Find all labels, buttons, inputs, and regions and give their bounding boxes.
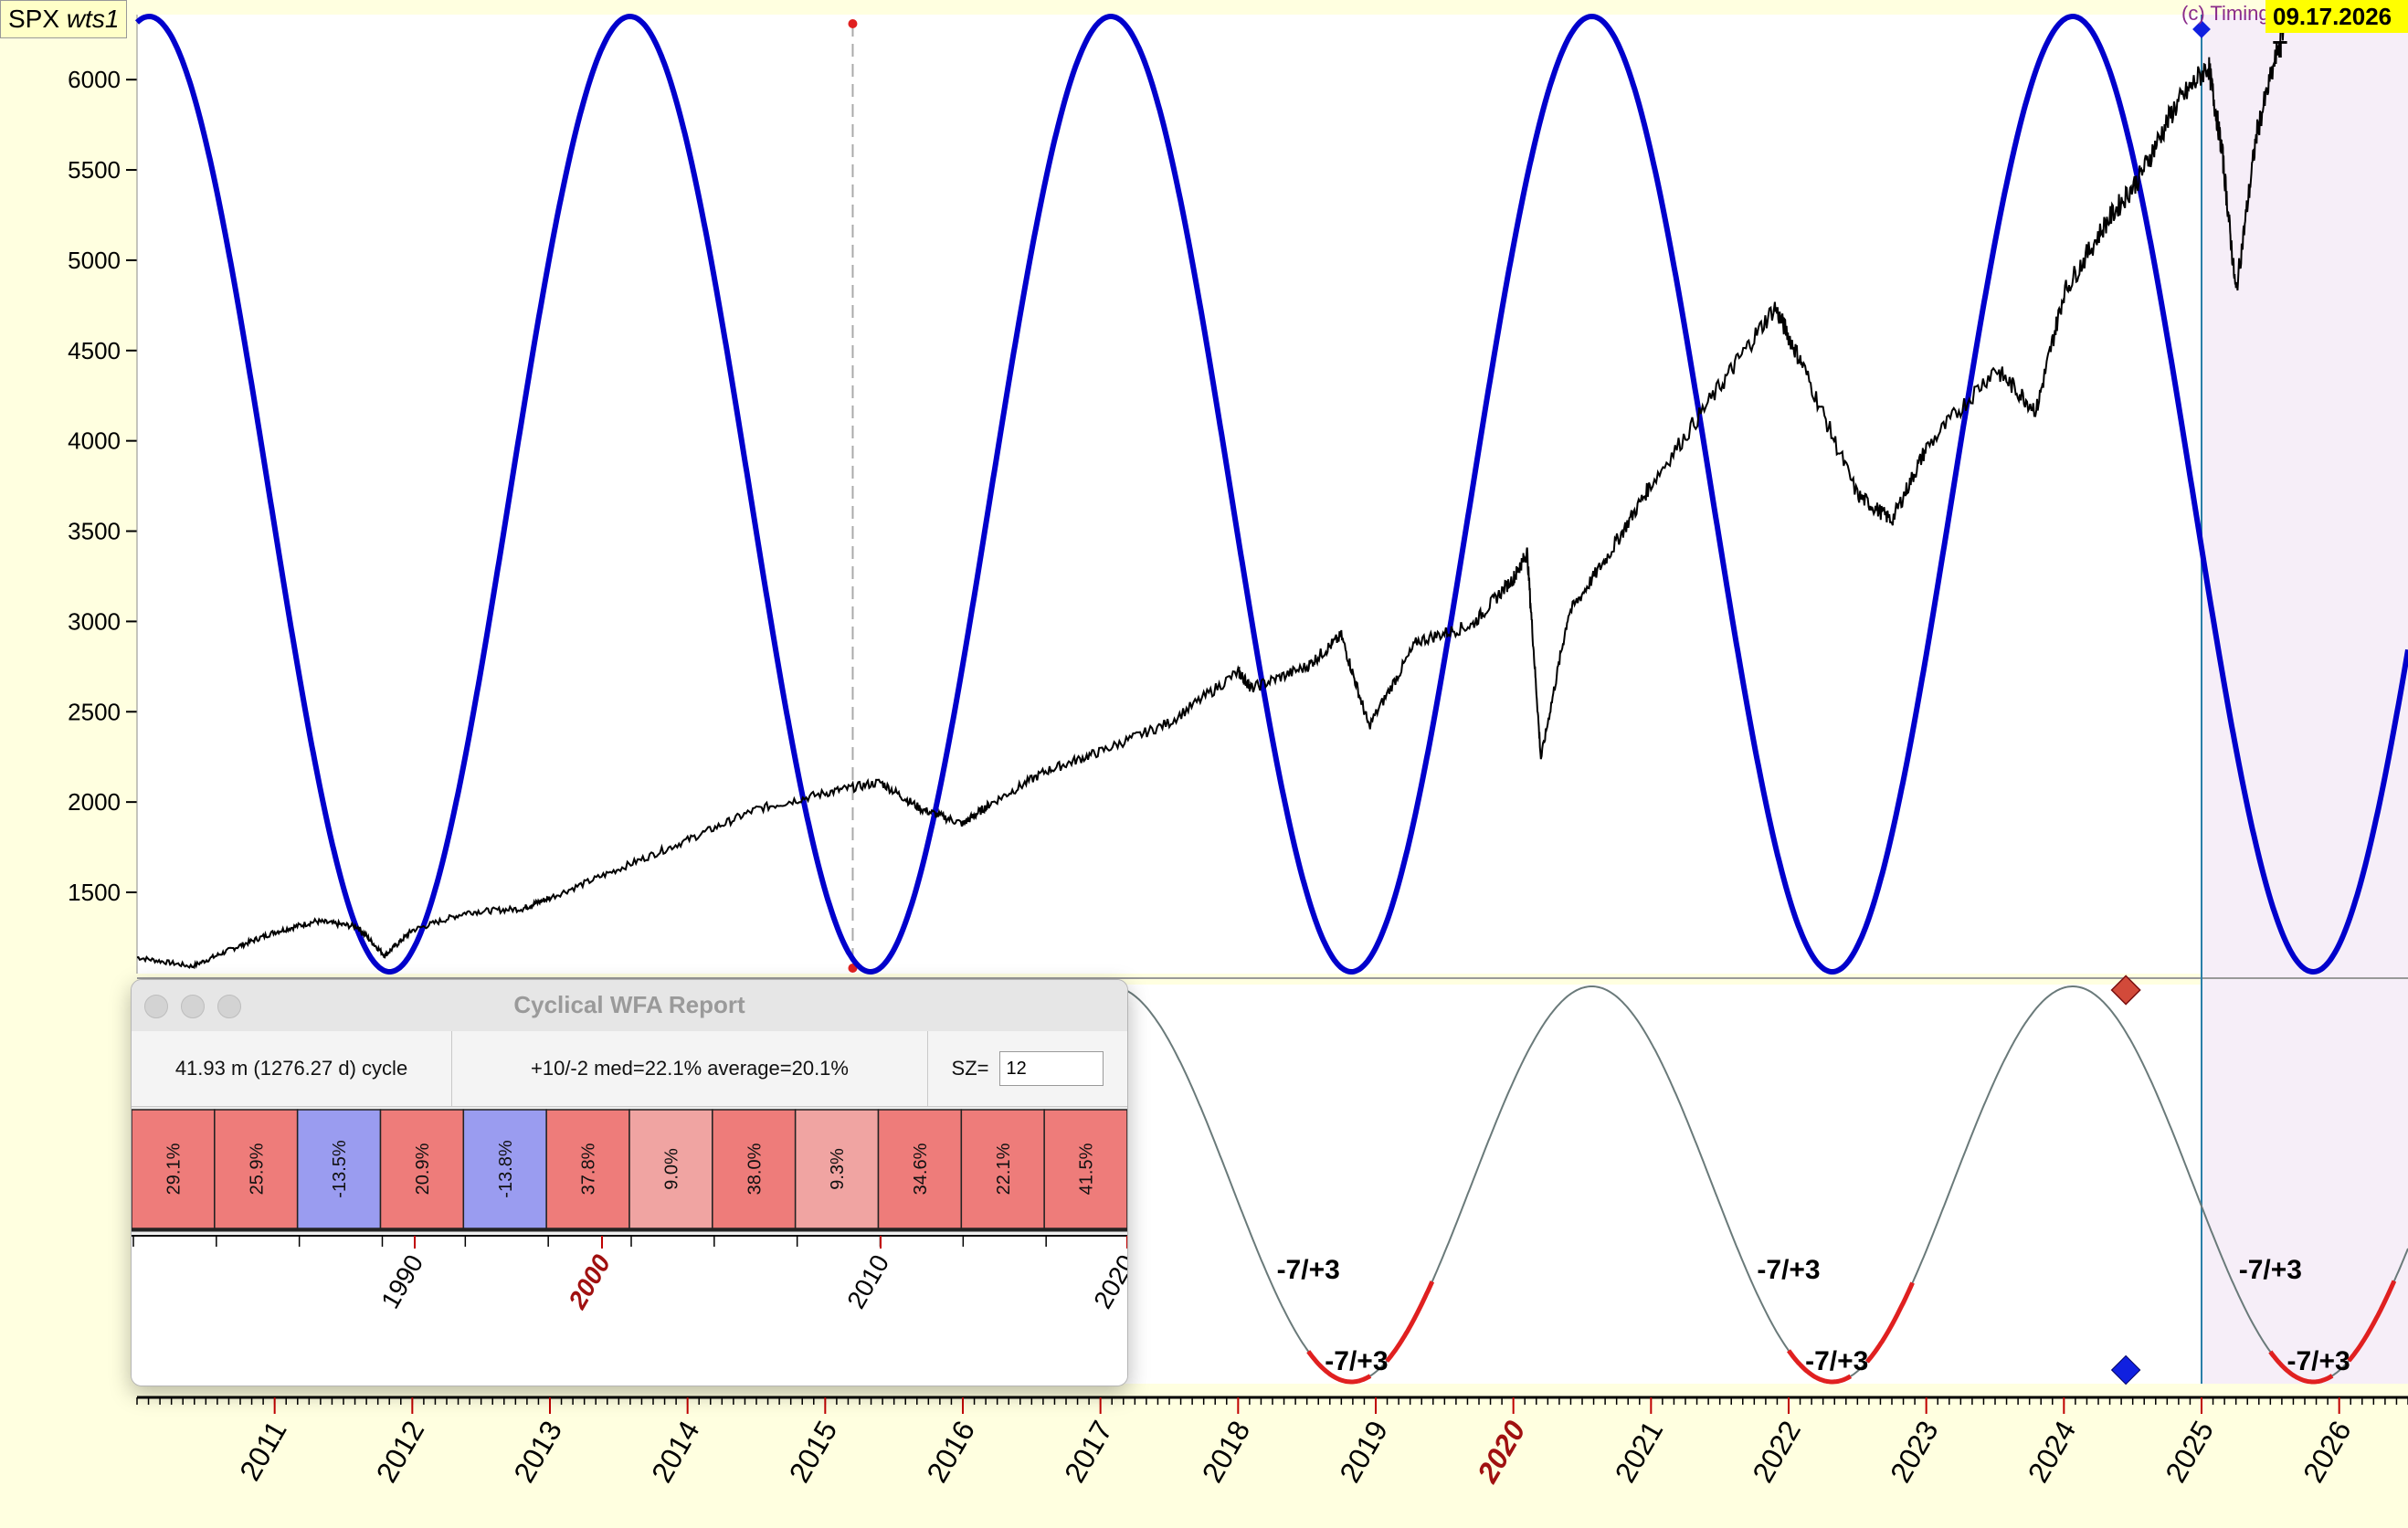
sz-label: SZ=: [952, 1057, 989, 1080]
workspace-label: wts1: [67, 5, 120, 33]
cycle-return-label: 34.6%: [911, 1143, 931, 1195]
cycle-return-label: 25.9%: [247, 1143, 267, 1195]
symbol-label: SPX: [8, 5, 59, 33]
cycle-return-label: -13.8%: [496, 1140, 516, 1198]
x-tick-label: 2020: [1470, 1415, 1531, 1489]
wfa-report-window[interactable]: Cyclical WFA Report 41.93 m (1276.27 d) …: [131, 979, 1128, 1386]
x-tick-label: 2014: [645, 1416, 706, 1489]
y-tick-label: 2500: [68, 698, 121, 725]
cycle-return-label: 29.1%: [164, 1143, 184, 1195]
symbol-tag: SPX wts1: [0, 0, 127, 38]
cycle-return-label: 38.0%: [745, 1143, 765, 1195]
x-tick-label: 2012: [370, 1416, 431, 1489]
y-tick-label: 6000: [68, 66, 121, 93]
cycle-return-label: 41.5%: [1077, 1143, 1097, 1195]
y-tick-label: 5000: [68, 247, 121, 274]
x-tick-label: 2026: [2297, 1416, 2358, 1489]
x-tick-label: 2024: [2022, 1416, 2083, 1489]
x-tick-label: 2017: [1058, 1416, 1119, 1489]
window-annotation: -7/+3: [2287, 1346, 2350, 1376]
x-tick-label: 2016: [920, 1416, 981, 1489]
sz-input[interactable]: [999, 1051, 1104, 1086]
cycle-returns-strip: 29.1% 25.9% -13.5% 20.9% -13.8% 37.8% 9.0% 38.0…: [132, 1108, 1127, 1234]
cursor-top-dot: [848, 19, 857, 28]
report-titlebar[interactable]: Cyclical WFA Report: [132, 980, 1127, 1032]
price-panel-bg: [137, 15, 2408, 974]
report-axis-bg: [132, 1234, 1127, 1386]
y-tick-label: 4000: [68, 427, 121, 455]
cycle-return-label: 22.1%: [994, 1143, 1014, 1195]
x-tick-label: 2023: [1884, 1416, 1945, 1489]
cycle-return-label: 37.8%: [579, 1143, 599, 1195]
x-tick-label: 2025: [2159, 1416, 2220, 1489]
y-tick-label: 4500: [68, 337, 121, 364]
window-annotation: -7/+3: [1805, 1346, 1868, 1376]
x-tick-label: 2015: [783, 1416, 844, 1489]
future-shade: [2202, 15, 2408, 1384]
x-tick-label: 2021: [1609, 1416, 1670, 1489]
window-annotation: -7/+3: [2239, 1255, 2302, 1285]
y-tick-label: 2000: [68, 788, 121, 816]
sz-control: SZ=: [928, 1031, 1127, 1106]
report-title: Cyclical WFA Report: [132, 991, 1127, 1019]
cycle-return-label: 20.9%: [413, 1143, 433, 1195]
cycle-return-label: -13.5%: [330, 1140, 350, 1198]
y-tick-label: 5500: [68, 156, 121, 184]
x-tick-label: 2022: [1746, 1416, 1807, 1489]
y-tick-label: 3000: [68, 607, 121, 635]
cycle-stats-text: +10/-2 med=22.1% average=20.1%: [452, 1031, 928, 1106]
x-tick-label: 2018: [1196, 1416, 1257, 1489]
window-annotation: -7/+3: [1757, 1255, 1820, 1285]
cycle-length-text: 41.93 m (1276.27 d) cycle: [132, 1031, 452, 1106]
report-info-row: 41.93 m (1276.27 d) cycle +10/-2 med=22.…: [132, 1031, 1127, 1107]
window-annotation: -7/+3: [1325, 1346, 1388, 1376]
y-tick-label: 3500: [68, 518, 121, 545]
y-tick-label: 1500: [68, 879, 121, 906]
cycle-return-label: 9.0%: [661, 1148, 681, 1190]
x-tick-label: 2013: [507, 1416, 568, 1489]
cycle-return-label: 9.3%: [828, 1148, 848, 1190]
x-tick-label: 2019: [1333, 1416, 1394, 1489]
timing-label: (c) Timing: [2181, 2, 2270, 26]
date-badge: 09.17.2026 T: [2265, 0, 2408, 33]
x-tick-label: 2011: [233, 1416, 293, 1487]
window-annotation: -7/+3: [1277, 1255, 1340, 1285]
